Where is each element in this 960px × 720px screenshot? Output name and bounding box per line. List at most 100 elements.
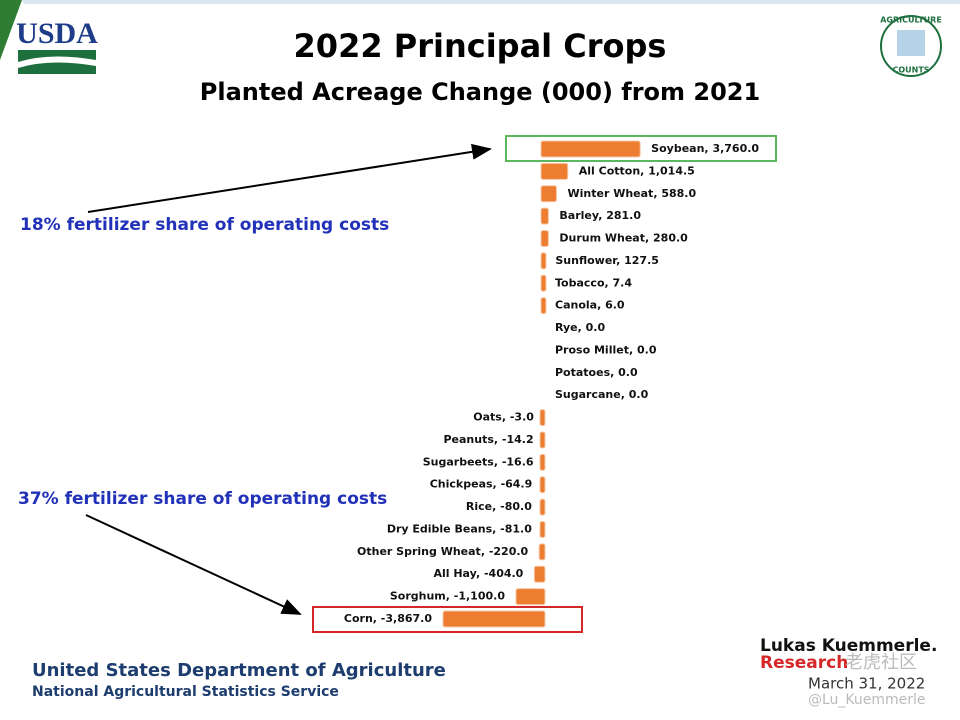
label-separator: ,	[492, 522, 500, 535]
label-separator: ,	[640, 164, 648, 177]
category-label: Winter Wheat	[568, 187, 654, 200]
label-separator: ,	[629, 343, 637, 356]
category-label: Sugarcane	[555, 388, 621, 401]
bar	[540, 162, 569, 180]
data-label: All Hay, -404.0	[433, 567, 523, 580]
data-label: Rice, -80.0	[466, 500, 532, 513]
corner-swoosh	[0, 0, 22, 60]
bar	[540, 274, 547, 292]
bar	[539, 431, 546, 449]
data-label: All Cotton, 1,014.5	[579, 164, 695, 177]
value-label: 1,014.5	[648, 164, 695, 177]
category-label: Sugarbeets	[423, 455, 495, 468]
value-label: -404.0	[484, 567, 524, 580]
annotation: 37% fertilizer share of operating costs	[18, 489, 387, 509]
label-separator: ,	[476, 567, 484, 580]
badge-bottom: COUNTS	[892, 66, 929, 75]
category-label: Sunflower	[555, 254, 618, 267]
data-label: Durum Wheat, 280.0	[559, 232, 688, 245]
data-label: Other Spring Wheat, -220.0	[357, 545, 529, 558]
label-separator: ,	[598, 209, 606, 222]
bar	[540, 252, 547, 270]
label-separator: ,	[502, 411, 510, 424]
value-label: 0.0	[618, 366, 638, 379]
author-name: Lukas Kuemmerle.	[760, 636, 937, 656]
label-separator: ,	[653, 187, 661, 200]
category-label: Proso Millet	[555, 343, 629, 356]
label-separator: ,	[704, 142, 712, 155]
data-label: Sunflower, 127.5	[555, 254, 659, 267]
bar	[540, 207, 549, 225]
category-label: Peanuts	[443, 433, 494, 446]
logo-stripe	[18, 56, 96, 68]
category-label: Chickpeas	[430, 478, 493, 491]
value-label: 0.0	[629, 388, 649, 401]
category-label: Durum Wheat	[559, 232, 645, 245]
label-separator: ,	[605, 276, 613, 289]
arrow	[85, 514, 302, 615]
data-label: Sugarbeets, -16.6	[423, 455, 534, 468]
data-label: Corn, -3,867.0	[344, 612, 432, 625]
bar	[539, 498, 546, 516]
bar	[540, 140, 641, 158]
value-label: -64.9	[501, 478, 533, 491]
value-label: 127.5	[624, 254, 659, 267]
category-label: Dry Edible Beans	[387, 522, 493, 535]
data-label: Peanuts, -14.2	[443, 433, 533, 446]
category-label: All Hay	[433, 567, 476, 580]
data-label: Barley, 281.0	[559, 209, 641, 222]
value-label: -3.0	[510, 411, 534, 424]
value-label: 280.0	[653, 232, 688, 245]
value-label: -81.0	[500, 522, 532, 535]
usda-logo: USDA	[16, 17, 98, 74]
category-label: Canola	[555, 299, 597, 312]
bar	[539, 520, 546, 538]
badge-top: AGRICULTURE	[880, 16, 942, 25]
chart-title: 2022 Principal Crops	[294, 27, 667, 65]
value-label: 0.0	[637, 343, 657, 356]
top-rule	[22, 0, 960, 4]
category-label: Rice	[466, 500, 492, 513]
data-label: Soybean, 3,760.0	[651, 142, 759, 155]
label-separator: ,	[373, 612, 381, 625]
value-label: -80.0	[500, 500, 532, 513]
data-label: Canola, 6.0	[555, 299, 625, 312]
data-label: Chickpeas, -64.9	[430, 478, 533, 491]
annotation: 18% fertilizer share of operating costs	[20, 215, 389, 235]
label-separator: ,	[616, 254, 624, 267]
highlight-box	[312, 606, 583, 633]
label-separator: ,	[578, 321, 586, 334]
highlight-box	[505, 135, 777, 162]
data-label: Winter Wheat, 588.0	[568, 187, 697, 200]
data-label: Sorghum, -1,100.0	[390, 590, 505, 603]
ag-counts-badge: AGRICULTURE COUNTS	[880, 15, 942, 77]
bar	[538, 543, 546, 561]
value-label: -1,100.0	[454, 590, 506, 603]
category-label: Barley	[559, 209, 598, 222]
chart-subtitle: Planted Acreage Change (000) from 2021	[200, 78, 760, 106]
arrow	[87, 143, 492, 213]
footer-subtitle: National Agricultural Statistics Service	[32, 684, 339, 700]
bar	[539, 453, 546, 471]
category-label: Other Spring Wheat	[357, 545, 481, 558]
data-label: Proso Millet, 0.0	[555, 343, 657, 356]
label-separator: ,	[446, 590, 454, 603]
category-label: All Cotton	[579, 164, 640, 177]
value-label: 588.0	[661, 187, 696, 200]
label-separator: ,	[494, 433, 502, 446]
data-label: Tobacco, 7.4	[555, 276, 632, 289]
label-separator: ,	[481, 545, 489, 558]
label-separator: ,	[610, 366, 618, 379]
label-separator: ,	[645, 232, 653, 245]
value-label: 6.0	[605, 299, 625, 312]
value-label: -16.6	[502, 455, 534, 468]
bar	[515, 588, 546, 606]
data-label: Dry Edible Beans, -81.0	[387, 522, 532, 535]
category-label: Tobacco	[555, 276, 605, 289]
bar	[540, 185, 558, 203]
badge-ring	[880, 15, 942, 77]
category-label: Potatoes	[555, 366, 611, 379]
label-separator: ,	[597, 299, 605, 312]
label-separator: ,	[492, 500, 500, 513]
